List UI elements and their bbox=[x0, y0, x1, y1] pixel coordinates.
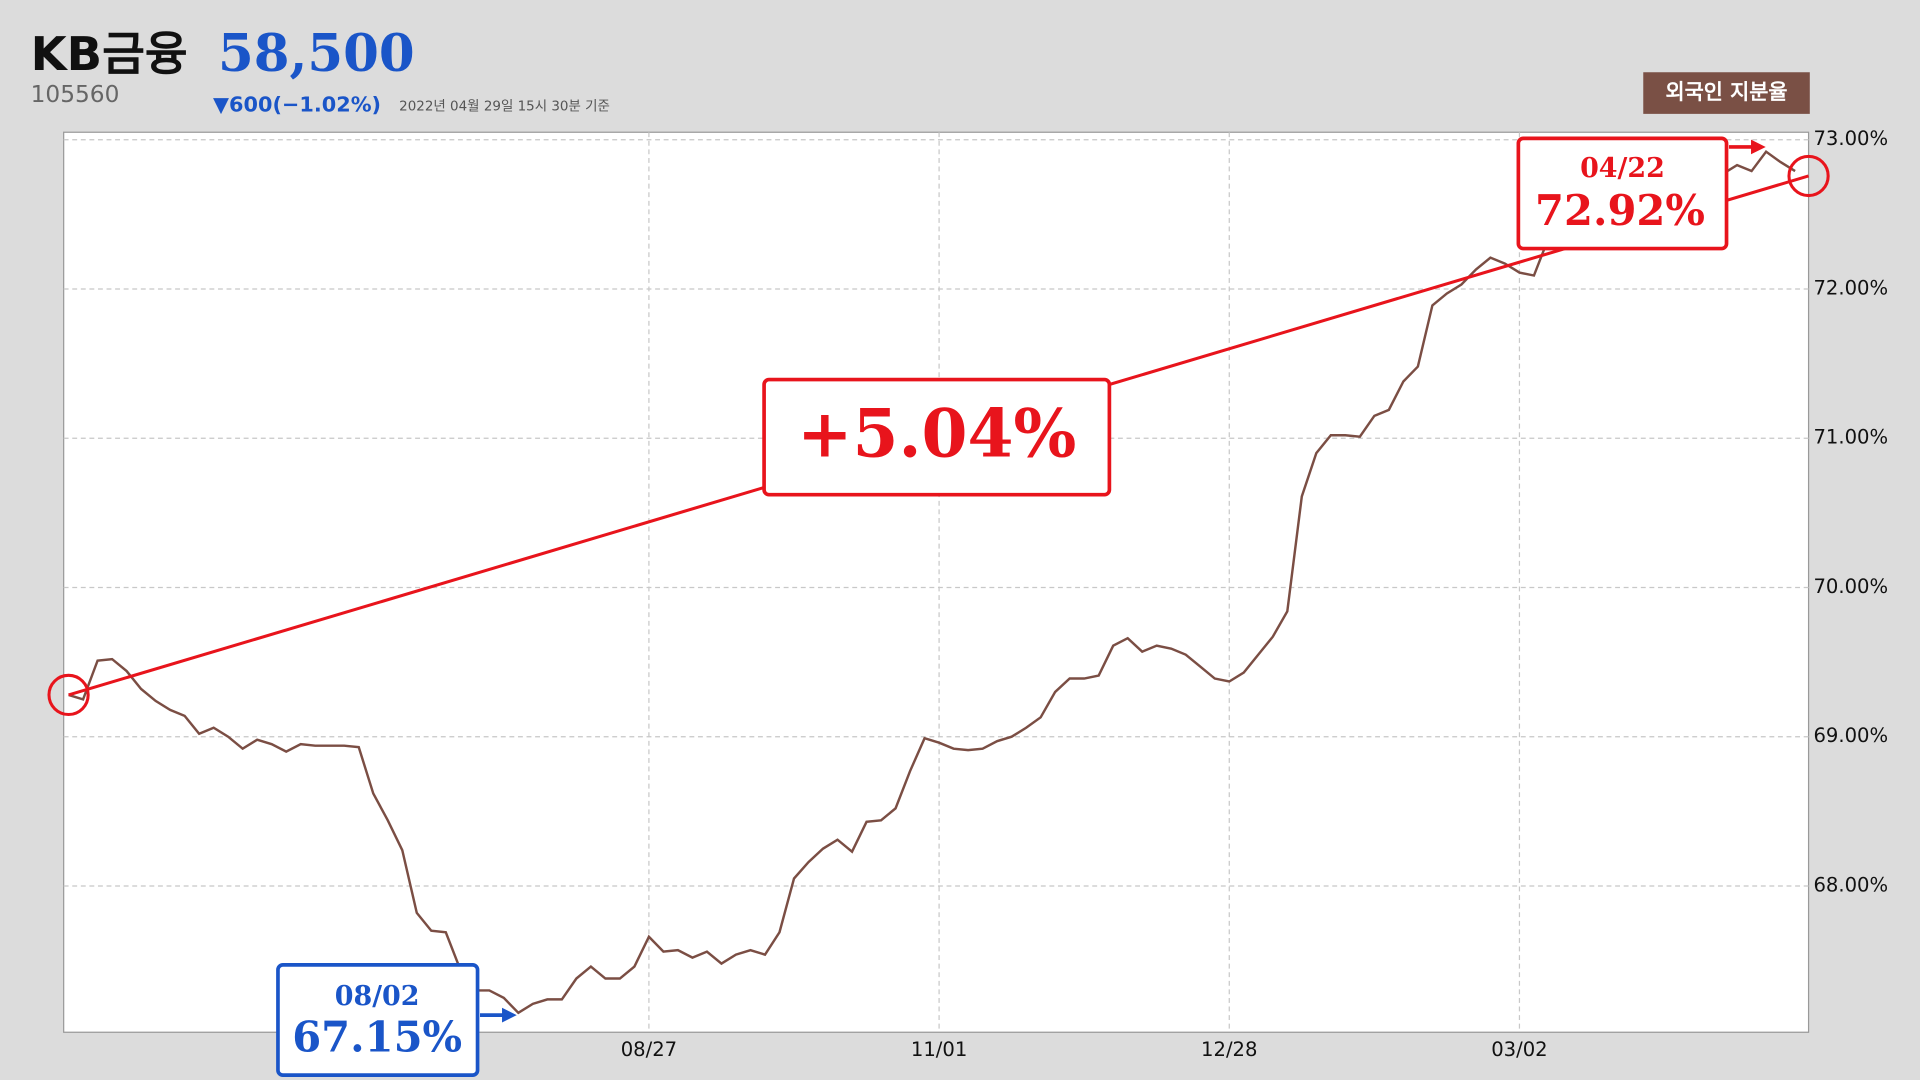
annotations: +5.04% 08/02 67.15% 04/22 72.92% bbox=[47, 136, 1830, 1077]
start-circle bbox=[47, 673, 90, 717]
change-box bbox=[762, 377, 1112, 497]
timestamp: 2022년 04월 29일 15시 30분 기준 bbox=[399, 99, 610, 115]
low-box bbox=[276, 963, 480, 1077]
high-date: 04/22 bbox=[1580, 153, 1665, 184]
y-tick-label: 70.00% bbox=[1813, 575, 1888, 598]
badge: 외국인 지분율 bbox=[1666, 80, 1788, 104]
high-box bbox=[1516, 136, 1729, 251]
change-label: +5.04% bbox=[797, 395, 1076, 473]
stock-name: KB금융 bbox=[31, 27, 188, 81]
grid: 68.00% 69.00% 70.00% 71.00% 72.00% 73.00% 08/2… bbox=[63, 127, 1888, 1061]
y-tick-label: 69.00% bbox=[1813, 724, 1888, 747]
price-change: ▼600(−1.02%) bbox=[213, 92, 381, 116]
y-tick-label: 68.00% bbox=[1813, 873, 1888, 896]
high-arrow-head bbox=[1751, 139, 1766, 155]
x-tick-label: 12/28 bbox=[1201, 1038, 1257, 1061]
x-tick-label: 03/02 bbox=[1491, 1038, 1547, 1061]
badge-bg bbox=[1643, 72, 1810, 114]
stock-price: 58,500 bbox=[218, 24, 415, 84]
high-value: 72.92% bbox=[1535, 186, 1705, 235]
plot-area bbox=[63, 131, 1810, 1033]
y-tick-label: 73.00% bbox=[1813, 127, 1888, 150]
low-date: 08/02 bbox=[335, 981, 420, 1012]
low-arrow-head bbox=[502, 1007, 517, 1023]
y-tick-label: 72.00% bbox=[1813, 276, 1888, 299]
low-value: 67.15% bbox=[292, 1012, 462, 1061]
stock-code: 105560 bbox=[31, 81, 120, 108]
x-tick-label: 11/01 bbox=[911, 1038, 967, 1061]
y-tick-label: 71.00% bbox=[1813, 426, 1888, 449]
end-circle bbox=[1787, 154, 1830, 198]
x-tick-label: 08/27 bbox=[621, 1038, 677, 1061]
